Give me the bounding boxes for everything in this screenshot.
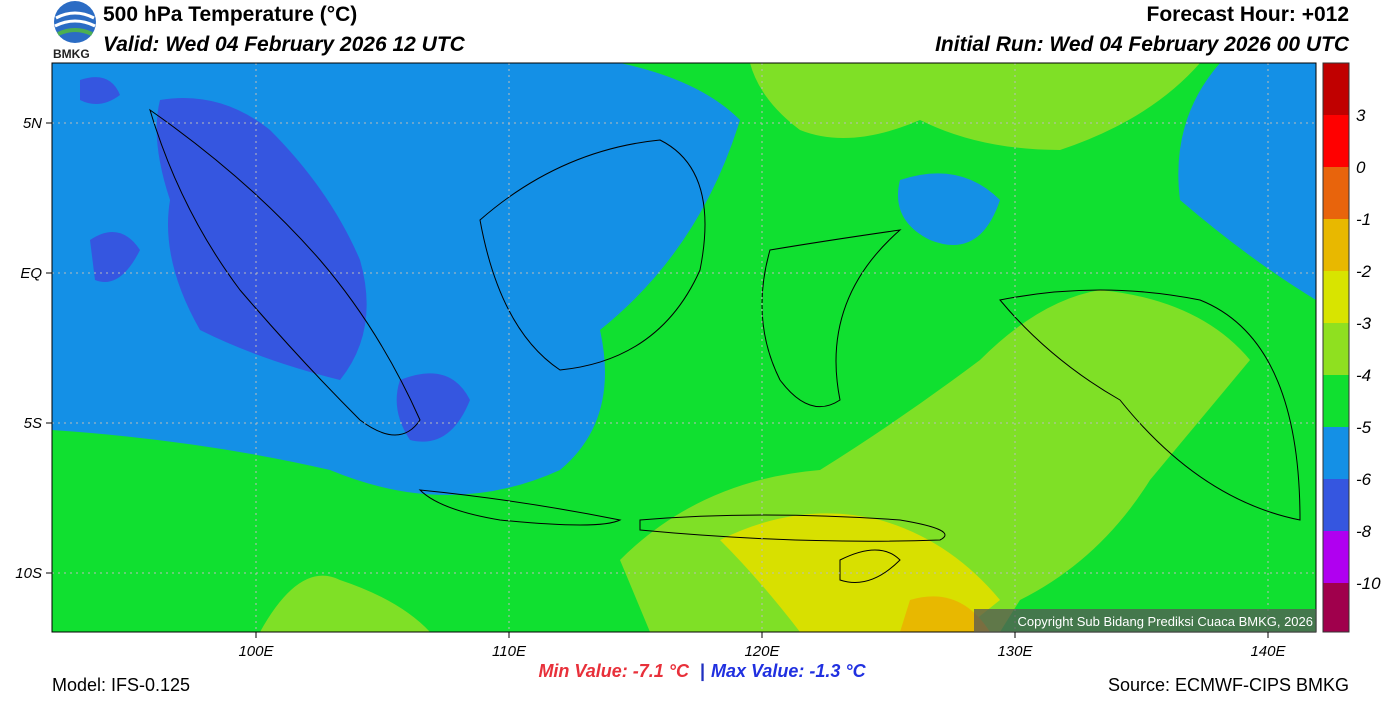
colorbar-segment	[1323, 479, 1349, 531]
colorbar-segment	[1323, 375, 1349, 427]
copyright: Copyright Sub Bidang Prediksi Cuaca BMKG…	[1017, 614, 1313, 629]
title: 500 hPa Temperature (°C)	[103, 3, 357, 26]
axis-labels: 5N EQ 5S 10S 100E 110E 120E 130E 140E	[15, 115, 1286, 660]
lat-label: 5S	[24, 415, 42, 432]
colorbar-segment	[1323, 167, 1349, 219]
colorbar-label: -3	[1356, 314, 1372, 333]
logo	[54, 1, 96, 43]
map-frame	[51, 62, 1317, 633]
source: Source: ECMWF-CIPS BMKG	[1108, 675, 1349, 695]
min-value: Min Value: -7.1 °C	[538, 661, 690, 681]
colorbar-segment	[1323, 63, 1349, 115]
colorbar-label: -6	[1356, 470, 1372, 489]
colorbar-segment	[1323, 583, 1349, 632]
colorbar-label: -5	[1356, 418, 1372, 437]
colorbar-label: -8	[1356, 522, 1372, 541]
colorbar: 3 0 -1 -2 -3 -4 -5 -6 -8 -10	[1322, 62, 1381, 633]
colorbar-segment	[1323, 531, 1349, 583]
lon-label: 100E	[238, 643, 274, 660]
lat-label: 10S	[15, 565, 42, 582]
logo-text: BMKG	[53, 47, 90, 61]
colorbar-label: -10	[1356, 574, 1381, 593]
graticule	[52, 63, 1316, 632]
colorbar-segment	[1323, 115, 1349, 167]
max-value: Max Value: -1.3 °C	[711, 661, 867, 681]
colorbar-label: -2	[1356, 262, 1372, 281]
temperature-field	[52, 63, 1316, 632]
valid-time: Valid: Wed 04 February 2026 12 UTC	[103, 33, 466, 56]
lat-label: EQ	[20, 265, 42, 282]
model: Model: IFS-0.125	[52, 675, 190, 695]
colorbar-segment	[1323, 427, 1349, 479]
lon-label: 110E	[492, 643, 527, 660]
colorbar-segment	[1323, 323, 1349, 375]
copyright-box	[974, 609, 1316, 632]
lon-label: 140E	[1250, 643, 1286, 660]
colorbar-segment	[1323, 219, 1349, 271]
initial-run: Initial Run: Wed 04 February 2026 00 UTC	[935, 33, 1350, 56]
colorbar-label: -4	[1356, 366, 1371, 385]
separator: |	[700, 661, 705, 681]
coastlines	[149, 108, 1301, 583]
lat-label: 5N	[23, 115, 42, 132]
colorbar-segment	[1323, 271, 1349, 323]
lon-label: 120E	[744, 643, 780, 660]
colorbar-label: -1	[1356, 210, 1371, 229]
lon-label: 130E	[997, 643, 1033, 660]
colorbar-label: 0	[1356, 158, 1366, 177]
colorbar-frame	[1322, 62, 1350, 633]
colorbar-label: 3	[1356, 106, 1366, 125]
forecast-hour: Forecast Hour: +012	[1147, 3, 1350, 26]
